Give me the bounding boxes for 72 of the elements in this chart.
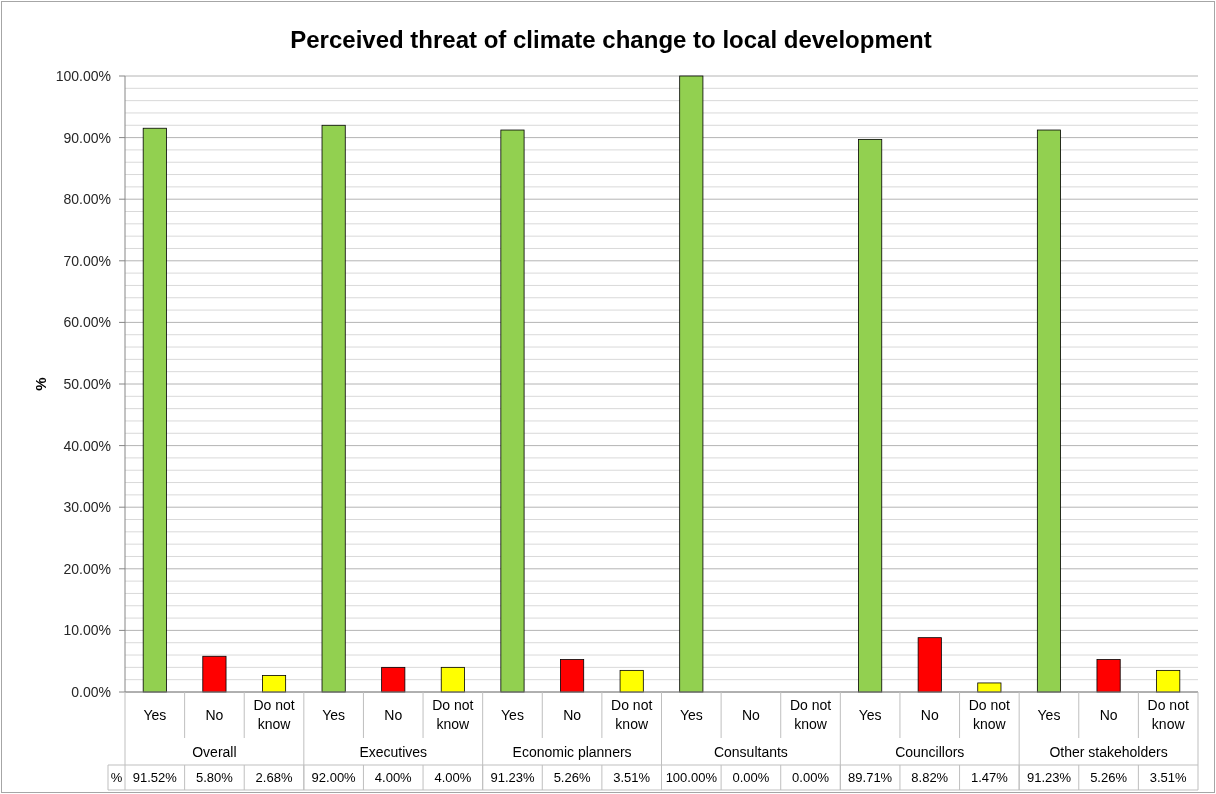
- x-tick-label: No: [1099, 706, 1118, 723]
- data-label: 3.51%: [1149, 770, 1188, 786]
- x-tick-label: Do not know: [432, 697, 474, 733]
- y-tick-label: 100.00%: [55, 67, 111, 84]
- text: %: [110, 770, 123, 786]
- y-tick-label: 0.00%: [71, 683, 111, 700]
- text: Other stakeholders: [1049, 744, 1168, 761]
- x-tick-label: Do not know: [968, 697, 1011, 733]
- data-label: 0.00%: [792, 770, 830, 786]
- data-label: 5.26%: [553, 770, 591, 786]
- bar: [679, 75, 704, 693]
- bar: [560, 659, 585, 693]
- x-tick-label: Yes: [322, 706, 346, 723]
- bar: [262, 675, 287, 693]
- x-tick-label: No: [920, 706, 939, 723]
- text: Executives: [359, 744, 428, 761]
- x-tick-label: No: [384, 706, 403, 723]
- bar: [321, 124, 346, 693]
- bar: [917, 637, 942, 693]
- text: Consultants: [713, 744, 788, 761]
- y-tick-label: 50.00%: [63, 375, 111, 392]
- data-label: 91.52%: [132, 770, 178, 786]
- bar: [1096, 659, 1121, 693]
- bar: [440, 666, 465, 693]
- data-label: 5.26%: [1090, 770, 1128, 786]
- bar: [202, 655, 227, 693]
- data-label: 5.80%: [195, 770, 234, 786]
- text: Economic planners: [512, 744, 632, 761]
- data-label: 91.23%: [1026, 770, 1072, 786]
- y-tick-label: 80.00%: [63, 191, 111, 208]
- data-label: 2.68%: [255, 770, 293, 786]
- x-tick-label: Do not know: [611, 697, 653, 733]
- chart-title: Perceived threat of climate change to local development: [290, 26, 932, 53]
- y-tick-label: 20.00%: [63, 560, 111, 577]
- x-tick-label: No: [741, 706, 761, 723]
- bar: [381, 666, 406, 693]
- bar: [500, 129, 525, 693]
- data-label: 0.00%: [732, 770, 770, 786]
- text: Councillors: [895, 744, 965, 761]
- bar: [619, 669, 644, 693]
- data-label: 4.00%: [374, 770, 413, 786]
- x-tick-label: Do not know: [1147, 697, 1189, 733]
- x-tick-label: Yes: [858, 706, 882, 723]
- x-tick-label: Do not know: [253, 697, 295, 733]
- x-tick-label: Yes: [143, 706, 167, 723]
- y-tick-label: 70.00%: [63, 252, 111, 269]
- x-tick-label: No: [205, 706, 224, 723]
- x-tick-label: Do not know: [789, 697, 832, 733]
- x-tick-label: Yes: [1037, 706, 1061, 723]
- data-label: 3.51%: [613, 770, 651, 786]
- data-label: 92.00%: [311, 770, 357, 786]
- x-tick-label: Yes: [501, 706, 524, 723]
- data-label: 91.23%: [490, 770, 535, 786]
- y-tick-label: 30.00%: [63, 499, 111, 516]
- data-label: 89.71%: [848, 770, 893, 786]
- data-label: 8.82%: [911, 770, 949, 786]
- y-tick-label: 40.00%: [63, 437, 111, 454]
- bar: [1156, 669, 1181, 693]
- data-label: 1.47%: [970, 770, 1009, 786]
- bar: [977, 682, 1002, 693]
- text: Overall: [192, 744, 237, 761]
- y-axis-title: %: [32, 377, 49, 391]
- y-tick-label: 60.00%: [63, 314, 111, 331]
- x-tick-label: No: [563, 706, 582, 723]
- bar: [142, 127, 167, 693]
- data-label: 4.00%: [434, 770, 472, 786]
- y-tick-label: 10.00%: [63, 622, 111, 639]
- bar: [858, 138, 883, 693]
- x-tick-label: Yes: [679, 706, 703, 723]
- bar: [1036, 129, 1061, 693]
- y-tick-label: 90.00%: [63, 129, 111, 146]
- data-label: 100.00%: [665, 770, 718, 786]
